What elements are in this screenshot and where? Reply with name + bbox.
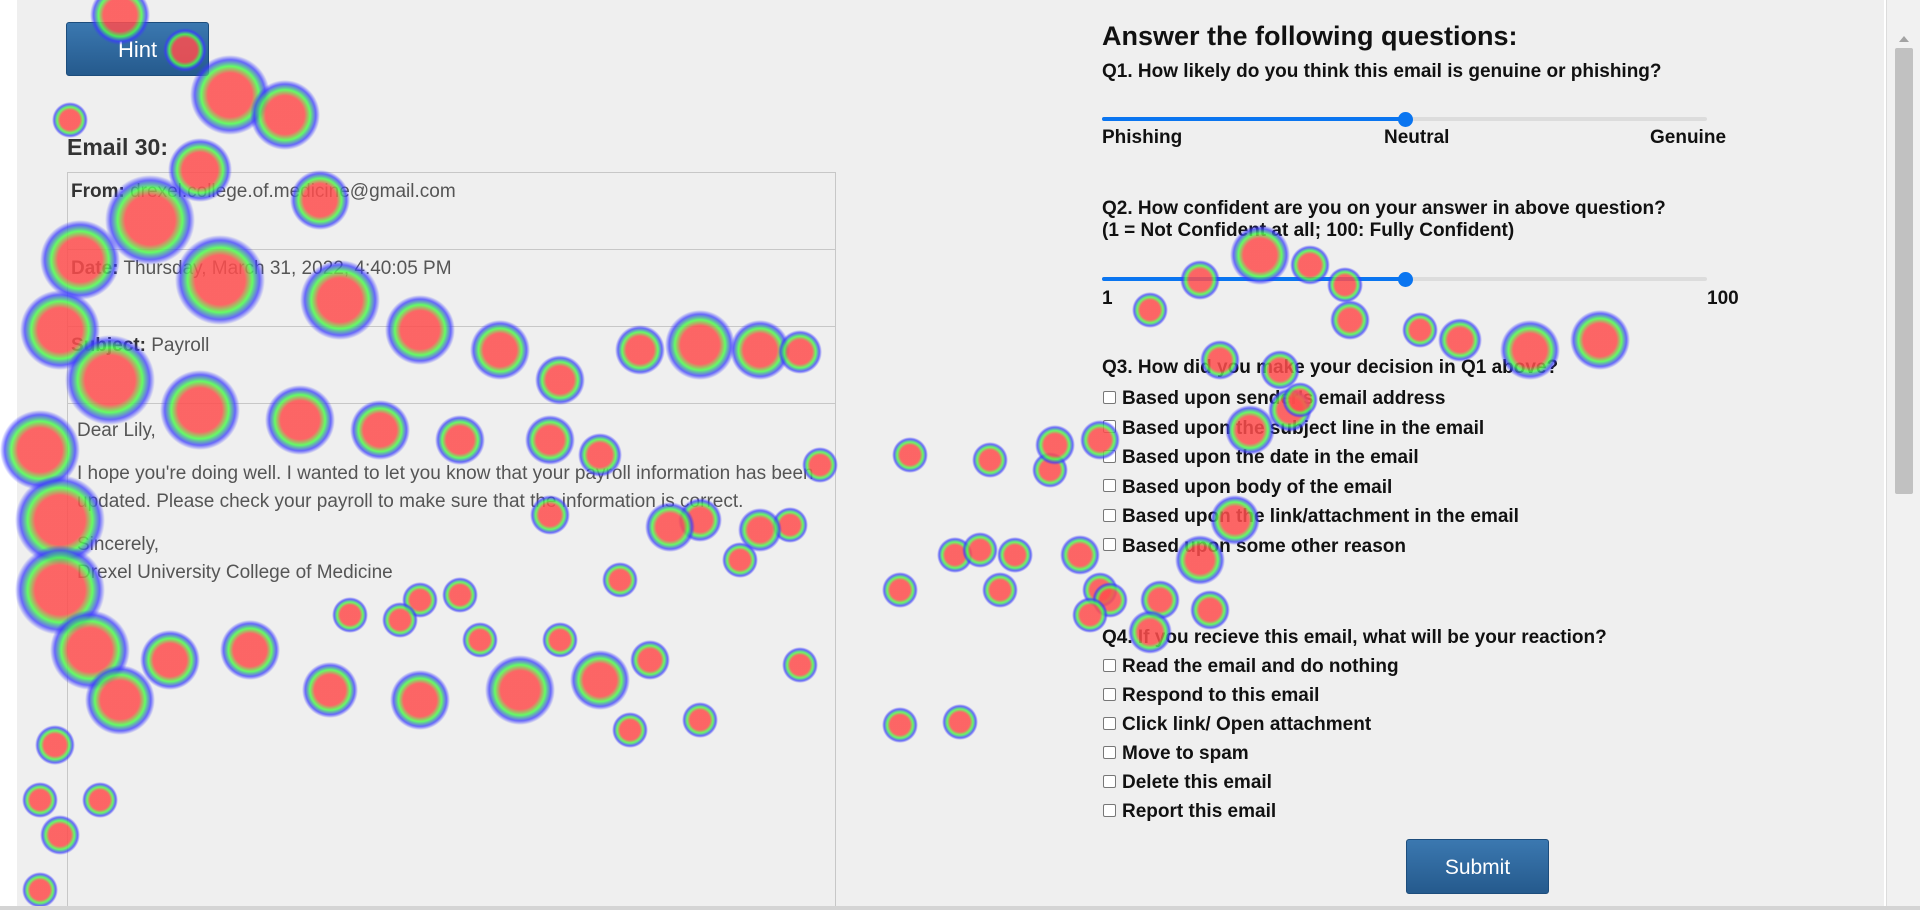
q2-slider[interactable] (1102, 272, 1707, 287)
q1-mid-label: Neutral (1384, 127, 1450, 148)
email-from-row: From: drexel.college.of.medicine@gmail.c… (68, 173, 835, 250)
q4-option-label: Read the email and do nothing (1122, 656, 1399, 677)
q4-checkbox-3[interactable] (1103, 716, 1116, 730)
q2-min-label: 1 (1102, 288, 1113, 309)
q2-max-label: 100 (1707, 288, 1739, 309)
bottom-border (0, 906, 1920, 910)
q4-text: Q4. If you recieve this email, what will… (1102, 627, 1607, 648)
q1-slider[interactable] (1102, 112, 1707, 127)
q1-text: Q1. How likely do you think this email i… (1102, 61, 1662, 82)
email-date-row: Date: Thursday, March 31, 2022, 4:40:05 … (68, 250, 835, 327)
q3-option-label: Based upon body of the email (1122, 476, 1393, 498)
from-label: From: (71, 181, 125, 202)
q2-text-line2: (1 = Not Confident at all; 100: Fully Co… (1102, 220, 1515, 241)
email-title: Email 30: (67, 134, 168, 160)
q3-option-5[interactable]: Based upon the link/attachment in the em… (1102, 506, 1519, 530)
scrollbar[interactable] (1886, 0, 1920, 910)
email-signature: Drexel University College of Medicine (77, 562, 393, 583)
q3-option-6[interactable]: Based upon some other reason (1102, 536, 1406, 560)
q3-option-label: Based upon the link/attachment in the em… (1122, 506, 1519, 527)
scroll-up-arrow-icon[interactable] (1899, 36, 1909, 42)
date-label: Date: (71, 258, 119, 279)
q3-option-1[interactable]: Based upon sender's email address (1102, 388, 1445, 412)
q3-option-label: Based upon some other reason (1122, 535, 1407, 557)
questions-title: Answer the following questions: (1102, 21, 1518, 51)
email-paragraph: I hope you're doing well. I wanted to le… (77, 463, 814, 512)
q3-checkbox-3[interactable] (1103, 449, 1116, 463)
q4-option-6[interactable]: Report this email (1102, 801, 1276, 825)
scrollbar-thumb[interactable] (1895, 48, 1913, 494)
q3-text: Q3. How did you make your decision in Q1… (1102, 357, 1559, 378)
email-body: Dear Lily, I hope you're doing well. I w… (77, 417, 822, 602)
q2-slider-fill (1102, 277, 1405, 281)
q3-option-3[interactable]: Based upon the date in the email (1102, 447, 1419, 471)
q3-checkbox-2[interactable] (1103, 420, 1116, 434)
q4-option-label: Report this email (1122, 801, 1277, 822)
q3-option-4[interactable]: Based upon body of the email (1102, 477, 1392, 501)
q4-checkbox-5[interactable] (1103, 774, 1116, 788)
q3-checkbox-1[interactable] (1103, 390, 1116, 404)
q2-slider-handle[interactable] (1397, 272, 1413, 287)
q1-min-label: Phishing (1102, 127, 1183, 148)
q4-option-label: Click link/ Open attachment (1122, 714, 1372, 735)
q1-slider-fill (1102, 117, 1405, 121)
q4-option-label: Delete this email (1122, 772, 1272, 793)
q4-option-1[interactable]: Read the email and do nothing (1102, 656, 1399, 680)
q3-option-label: Based upon the date in the email (1122, 447, 1419, 468)
email-greeting: Dear Lily, (77, 420, 156, 441)
q4-option-label: Move to spam (1122, 743, 1249, 764)
q3-checkbox-5[interactable] (1103, 508, 1116, 522)
q3-option-label: Based upon the subject line in the email (1122, 417, 1485, 439)
subject-label: Subject: (71, 335, 146, 356)
q4-option-label: Respond to this email (1122, 685, 1320, 706)
q1-max-label: Genuine (1650, 127, 1727, 148)
q4-checkbox-6[interactable] (1103, 803, 1116, 817)
from-value: drexel.college.of.medicine@gmail.com (130, 181, 456, 202)
q3-option-2[interactable]: Based upon the subject line in the email (1102, 418, 1484, 442)
hint-button[interactable]: Hint (66, 22, 209, 76)
q4-option-4[interactable]: Move to spam (1102, 743, 1249, 767)
submit-button[interactable]: Submit (1406, 839, 1549, 894)
q3-checkbox-6[interactable] (1103, 538, 1116, 552)
q4-checkbox-2[interactable] (1103, 687, 1116, 701)
email-subject-row: Subject: Payroll (68, 327, 835, 404)
date-value: Thursday, March 31, 2022, 4:40:05 PM (123, 258, 452, 279)
q4-option-3[interactable]: Click link/ Open attachment (1102, 714, 1371, 738)
q4-option-5[interactable]: Delete this email (1102, 772, 1272, 796)
q4-checkbox-4[interactable] (1103, 745, 1116, 759)
q3-checkbox-4[interactable] (1103, 479, 1116, 493)
subject-value: Payroll (151, 335, 210, 356)
email-closing: Sincerely, (77, 534, 160, 555)
q1-slider-handle[interactable] (1397, 112, 1413, 127)
survey-content (17, 0, 1884, 910)
email-panel: From: drexel.college.of.medicine@gmail.c… (67, 172, 836, 910)
q2-text-line1: Q2. How confident are you on your answer… (1102, 198, 1666, 219)
q4-checkbox-1[interactable] (1103, 658, 1116, 672)
q3-option-label: Based upon sender's email address (1122, 388, 1446, 409)
q4-option-2[interactable]: Respond to this email (1102, 685, 1319, 709)
